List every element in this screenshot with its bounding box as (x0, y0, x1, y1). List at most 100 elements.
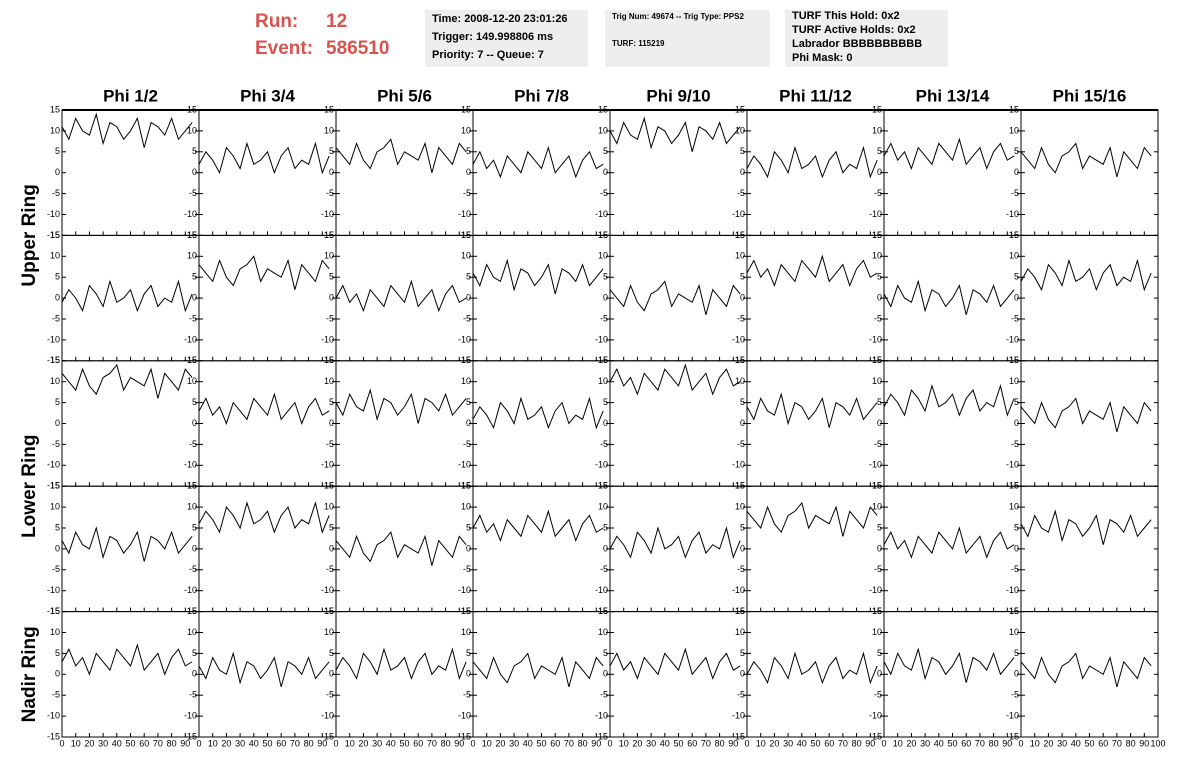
y-tick-label: -5 (1011, 313, 1019, 323)
y-tick-label: 15 (872, 606, 882, 616)
y-tick-label: 5 (877, 522, 882, 532)
y-tick-label: 15 (1009, 606, 1019, 616)
panel-frame (609, 360, 748, 487)
y-tick-label: -5 (874, 564, 882, 574)
y-tick-label: 5 (1014, 146, 1019, 156)
y-tick-label: 15 (872, 481, 882, 491)
event-label: Event: (255, 38, 313, 59)
y-tick-label: -15 (47, 731, 60, 741)
y-tick-label: -15 (458, 230, 471, 240)
y-tick-label: -10 (184, 209, 197, 219)
y-tick-label: -10 (732, 460, 745, 470)
y-tick-label: -5 (600, 564, 608, 574)
y-tick-label: 0 (192, 167, 197, 177)
y-tick-label: -10 (1006, 334, 1019, 344)
y-tick-label: 0 (877, 418, 882, 428)
y-tick-label: 5 (603, 648, 608, 658)
x-tick-label: 10 (345, 738, 355, 748)
y-tick-label: -10 (184, 585, 197, 595)
y-tick-label: 0 (1014, 418, 1019, 428)
y-tick-label: -15 (47, 481, 60, 491)
y-tick-label: -5 (326, 188, 334, 198)
y-tick-label: 0 (466, 292, 471, 302)
panel-frame (883, 360, 1022, 487)
y-tick-label: -15 (595, 481, 608, 491)
panel-frame (61, 109, 200, 236)
y-tick-label: 5 (466, 648, 471, 658)
y-tick-label: 0 (192, 669, 197, 679)
x-tick-label: 80 (1126, 738, 1136, 748)
y-tick-label: -10 (321, 460, 334, 470)
x-tick-label: 80 (715, 738, 725, 748)
y-tick-label: -15 (1006, 230, 1019, 240)
y-tick-label: 10 (735, 251, 745, 261)
y-tick-label: -15 (184, 606, 197, 616)
y-tick-label: -5 (874, 439, 882, 449)
x-tick-label: 70 (838, 738, 848, 748)
ring-label: Upper Ring (19, 184, 40, 286)
y-tick-label: 10 (324, 251, 334, 261)
y-tick-label: -5 (463, 439, 471, 449)
x-tick-label: 50 (536, 738, 546, 748)
x-tick-label: 40 (660, 738, 670, 748)
x-tick-label: 60 (550, 738, 560, 748)
y-tick-label: -10 (47, 710, 60, 720)
y-tick-label: 15 (598, 230, 608, 240)
y-tick-label: 15 (735, 481, 745, 491)
y-tick-label: 5 (740, 397, 745, 407)
waveform (61, 363, 193, 399)
x-tick-label: 50 (262, 738, 272, 748)
y-tick-label: 10 (598, 376, 608, 386)
x-tick-label: 90 (728, 738, 738, 748)
y-tick-label: 0 (1014, 543, 1019, 553)
y-tick-label: 15 (324, 230, 334, 240)
waveform (1020, 258, 1152, 292)
panel-frame (609, 234, 748, 362)
y-tick-label: -10 (321, 585, 334, 595)
x-tick-label: 80 (167, 738, 177, 748)
y-tick-label: -5 (326, 564, 334, 574)
panel-frame (472, 611, 611, 738)
y-tick-label: 5 (55, 522, 60, 532)
y-tick-label: -5 (189, 439, 197, 449)
y-tick-label: 10 (735, 501, 745, 511)
y-tick-label: 0 (603, 292, 608, 302)
y-tick-label: -5 (189, 188, 197, 198)
y-tick-label: 15 (50, 481, 60, 491)
x-tick-label: 90 (180, 738, 190, 748)
run-value: 12 (326, 11, 347, 32)
y-tick-label: 0 (1014, 167, 1019, 177)
column-title: Phi 7/8 (514, 86, 569, 105)
x-tick-label: 20 (1043, 738, 1053, 748)
info-box (605, 10, 770, 67)
y-tick-label: -15 (1006, 606, 1019, 616)
y-tick-label: 0 (466, 167, 471, 177)
y-tick-label: -10 (458, 209, 471, 219)
y-tick-label: -5 (463, 564, 471, 574)
x-tick-label: 60 (413, 738, 423, 748)
y-tick-label: 0 (740, 669, 745, 679)
column-title: Phi 5/6 (377, 86, 432, 105)
x-tick-label: 20 (221, 738, 231, 748)
x-tick-label: 90 (591, 738, 601, 748)
info-text: TURF This Hold: 0x2 (792, 10, 900, 22)
panel-frame (198, 611, 337, 738)
y-tick-label: -15 (869, 481, 882, 491)
waveform (1020, 509, 1152, 545)
y-tick-label: 5 (877, 272, 882, 282)
y-tick-label: 0 (55, 543, 60, 553)
x-tick-label: 30 (1057, 738, 1067, 748)
info-text: Priority: 7 -- Queue: 7 (432, 49, 544, 61)
panel-frame (472, 360, 611, 487)
panel-frame (1020, 234, 1159, 362)
y-tick-label: 10 (50, 501, 60, 511)
waveform (472, 652, 604, 687)
y-tick-label: 10 (1009, 251, 1019, 261)
x-tick-label: 90 (1002, 738, 1012, 748)
y-tick-label: -15 (732, 481, 745, 491)
waveform (609, 280, 741, 315)
x-tick-label: 10 (756, 738, 766, 748)
y-tick-label: 10 (735, 627, 745, 637)
y-tick-label: -5 (737, 188, 745, 198)
